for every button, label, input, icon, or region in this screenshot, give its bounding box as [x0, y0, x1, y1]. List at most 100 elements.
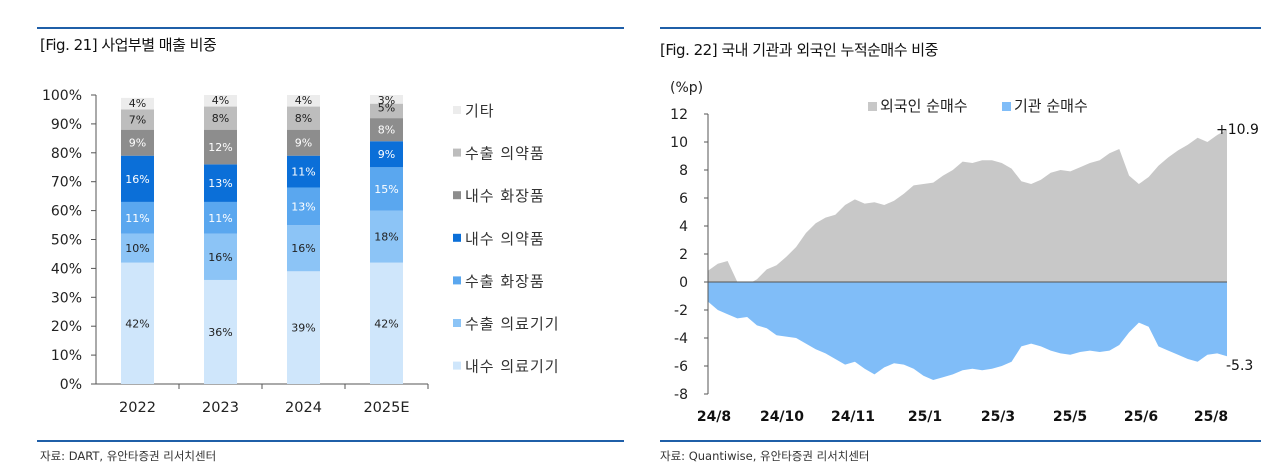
legend-swatch: [453, 276, 461, 285]
legend-swatch: [453, 319, 461, 327]
data-label: 39%: [291, 322, 315, 335]
x-tick-label: 2023: [202, 400, 239, 416]
bar-segment: [121, 262, 154, 384]
bar-segment: [204, 106, 237, 130]
data-label: 8%: [212, 112, 229, 125]
legend-swatch: [453, 148, 461, 157]
bar-segment: [121, 109, 154, 130]
bar-segment: [204, 279, 237, 384]
y-unit-label: (%p): [670, 80, 703, 96]
legend-label: 수출 의약품: [465, 145, 545, 163]
y-tick-label: 10: [670, 135, 688, 151]
data-label: 36%: [208, 326, 232, 339]
y-tick-label: 6: [679, 191, 688, 207]
y-tick-label: 30%: [51, 290, 82, 306]
legend-swatch: [1002, 102, 1011, 111]
top-rule: [37, 27, 624, 29]
data-label: 11%: [291, 166, 315, 179]
x-tick-label: 2025E: [363, 400, 409, 416]
bar-segment: [370, 210, 403, 263]
bar-segment: [287, 271, 320, 384]
x-tick-label: 24/10: [760, 409, 804, 425]
legend-label: 내수 의료기기: [465, 358, 560, 376]
data-label: 8%: [295, 112, 312, 125]
y-tick-label: 90%: [51, 117, 82, 133]
source-note: 자료: DART, 유안타증권 리서치센터: [40, 449, 217, 463]
foreign-end-label: +10.9: [1216, 122, 1259, 138]
legend-swatch: [453, 361, 461, 370]
bar-segment: [121, 129, 154, 156]
foreign-net-buy-area: [708, 129, 1227, 285]
bar-segment: [370, 103, 403, 119]
data-label: 18%: [374, 231, 398, 244]
legend-label: 기관 순매수: [1014, 97, 1088, 115]
data-label: 13%: [208, 177, 232, 190]
data-label: 9%: [129, 137, 146, 150]
bar-segment: [204, 201, 237, 234]
y-tick-label: 20%: [51, 319, 82, 335]
y-tick-label: 10%: [51, 348, 82, 364]
y-tick-label: 100%: [42, 88, 82, 104]
x-tick-label: 25/6: [1124, 409, 1158, 425]
bar-segment: [121, 201, 154, 234]
legend-swatch: [868, 102, 877, 111]
data-label: 4%: [295, 94, 312, 107]
data-label: 16%: [125, 173, 149, 186]
x-tick-label: 2022: [119, 400, 156, 416]
legend-label: 수출 의료기기: [465, 315, 560, 333]
data-label: 10%: [125, 242, 149, 255]
figure-title: [Fig. 21] 사업부별 매출 비중: [40, 36, 217, 54]
bar-segment: [287, 155, 320, 188]
x-tick-label: 2024: [285, 400, 322, 416]
data-label: 11%: [208, 212, 232, 225]
legend-swatch: [453, 191, 461, 200]
x-tick-label: 24/11: [831, 409, 875, 425]
stacked-bar-chart: 0% 10% 20% 30% 40% 50% 60% 70% 80% 90% 100% 2022 42%…: [42, 88, 560, 416]
data-label: 5%: [378, 102, 395, 115]
bar-segment: [287, 106, 320, 130]
data-label: 42%: [374, 317, 398, 330]
y-tick-label: -6: [674, 359, 688, 375]
x-tick-label: 25/3: [981, 409, 1015, 425]
data-label: 8%: [378, 124, 395, 137]
bar-segment: [370, 167, 403, 211]
left-figure-panel: [Fig. 21] 사업부별 매출 비중 0% 10% 20% 30% 40% 50% 60…: [37, 27, 624, 463]
top-rule: [660, 27, 1261, 29]
data-label: 3%: [378, 94, 395, 107]
bar-segment: [121, 233, 154, 263]
legend-label: 외국인 순매수: [880, 97, 968, 115]
bar-segment: [287, 95, 320, 107]
y-tick-label: 50%: [51, 233, 82, 249]
y-tick-label: -2: [674, 303, 688, 319]
x-tick-label: 25/8: [1194, 409, 1228, 425]
figure-title: [Fig. 22] 국내 기관과 외국인 누적순매수 비중: [660, 41, 938, 59]
bar-segment: [287, 225, 320, 272]
y-tick-label: 0%: [60, 377, 82, 393]
data-label: 4%: [212, 94, 229, 107]
legend-label: 기타: [465, 102, 495, 120]
y-tick-label: 12: [670, 107, 688, 123]
legend-swatch: [453, 233, 461, 242]
bar-segment: [204, 233, 237, 280]
area-chart: -8 -6 -4 -2 0 2 4 6 8 10 12 (%p) 24/8 24/10 24/11 25/1 2…: [670, 80, 1259, 425]
bar-segment: [121, 155, 154, 202]
data-label: 13%: [291, 200, 315, 213]
source-note: 자료: Quantiwise, 유안타증권 리서치센터: [660, 449, 870, 463]
x-tick-label: 25/5: [1053, 409, 1087, 425]
institution-end-label: -5.3: [1226, 358, 1253, 374]
y-tick-label: 2: [679, 247, 688, 263]
legend-label: 내수 의약품: [465, 230, 545, 248]
data-label: 4%: [129, 97, 146, 110]
data-label: 9%: [378, 148, 395, 161]
data-label: 11%: [125, 212, 149, 225]
bar-segment: [204, 95, 237, 107]
x-tick-label: 24/8: [697, 409, 731, 425]
data-label: 15%: [374, 183, 398, 196]
y-tick-label: 80%: [51, 146, 82, 162]
y-tick-label: -8: [674, 387, 688, 403]
bar-segment: [370, 118, 403, 142]
institution-net-buy-area: [708, 282, 1227, 380]
data-label: 7%: [129, 114, 146, 127]
bar-segment: [370, 95, 403, 104]
data-label: 9%: [295, 137, 312, 150]
